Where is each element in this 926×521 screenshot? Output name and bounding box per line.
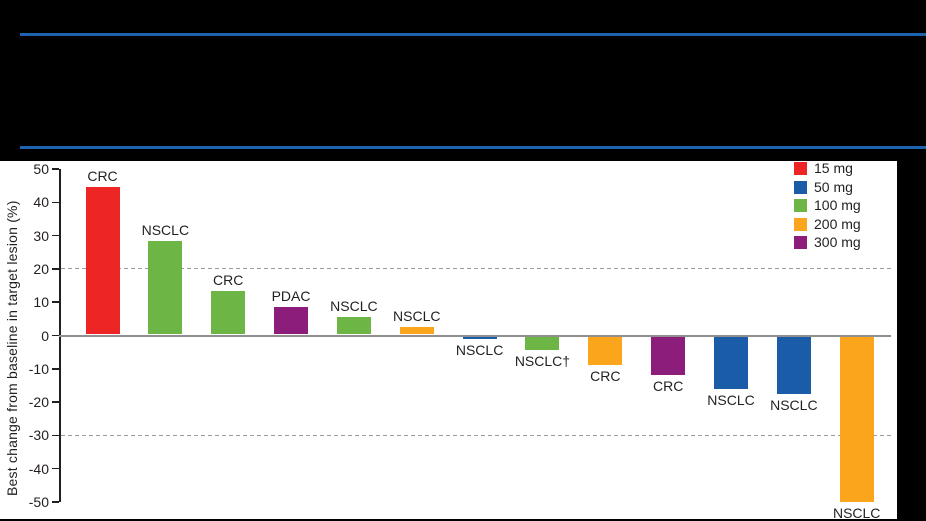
bar-label: NSCLC: [770, 396, 818, 413]
y-tick-label: -10: [28, 360, 49, 377]
bar-label: NSCLC†: [514, 353, 571, 370]
legend-item-200mg: 200 mg: [794, 215, 861, 232]
y-tick-label: 20: [33, 260, 49, 277]
legend-swatch-icon: [794, 199, 807, 213]
legend-label: 50 mg: [814, 178, 853, 195]
legend-item-50mg: 50 mg: [794, 178, 861, 195]
bar-12-50mg: [776, 336, 811, 394]
bar-label: NSCLC: [707, 391, 755, 408]
legend-item-100mg: 100 mg: [794, 197, 861, 214]
header-rule-bottom: [20, 146, 926, 149]
y-tick: [52, 501, 59, 503]
bar-6-200mg: [399, 327, 434, 335]
legend-swatch-icon: [794, 217, 807, 231]
bar-7-50mg: [462, 336, 497, 339]
y-tick: [52, 268, 59, 270]
bar-8-100mg: [525, 336, 560, 351]
legend-item-15mg: 15 mg: [794, 160, 861, 176]
bar-13-200mg: [839, 336, 874, 502]
bar-label: CRC: [213, 271, 244, 288]
y-tick-label: -40: [28, 460, 49, 477]
y-tick: [52, 168, 59, 170]
y-tick: [52, 368, 59, 370]
y-tick-label: 0: [41, 327, 49, 344]
y-tick-label: 10: [33, 294, 49, 311]
bar-label: NSCLC: [455, 341, 504, 358]
legend-label: 200 mg: [814, 215, 861, 232]
bar-1-15mg: [85, 187, 120, 335]
legend-item-300mg: 300 mg: [794, 234, 861, 251]
y-tick: [52, 434, 59, 437]
bar-9-200mg: [588, 336, 623, 366]
legend-label: 100 mg: [814, 197, 861, 214]
bar-label: CRC: [652, 378, 684, 395]
legend-swatch-icon: [794, 236, 807, 250]
legend-swatch-icon: [794, 162, 807, 175]
plot-area: 50 40 30 20 10 0 -10 -20 -30 -40 -50 CRC NSCLC CRC PDA…: [0, 161, 897, 521]
legend-label: 300 mg: [814, 234, 861, 251]
bar-3-100mg: [211, 290, 246, 335]
header-rule-top: [20, 33, 926, 36]
bar-5-100mg: [336, 317, 371, 335]
y-tick: [52, 234, 59, 237]
reference-line--30: [61, 434, 891, 436]
legend: 15 mg 50 mg 100 mg 200 mg 300 mg: [794, 160, 861, 255]
y-tick: [52, 334, 59, 337]
legend-label: 15 mg: [814, 160, 853, 176]
y-tick-label: 40: [33, 194, 49, 211]
y-tick-label: -50: [28, 494, 49, 510]
y-tick: [52, 201, 59, 204]
y-tick: [52, 301, 59, 303]
bar-label: CRC: [87, 168, 118, 185]
zero-baseline: [59, 334, 891, 337]
bar-label: NSCLC: [393, 308, 441, 325]
bar-2-100mg: [148, 240, 183, 335]
bar-label: NSCLC: [832, 505, 881, 521]
y-tick-label: 50: [33, 161, 49, 177]
y-tick-label: -20: [28, 394, 49, 411]
y-tick-label: -30: [28, 427, 49, 444]
reference-line-20: [61, 268, 891, 270]
bar-label: NSCLC: [141, 221, 190, 238]
bar-11-50mg: [714, 336, 748, 389]
y-tick: [52, 401, 59, 403]
bar-label: CRC: [590, 368, 621, 385]
legend-swatch-icon: [794, 180, 807, 194]
bar-4-300mg: [274, 307, 309, 335]
bar-label: PDAC: [271, 288, 311, 305]
y-tick: [52, 467, 59, 470]
bar-label: NSCLC: [330, 298, 378, 315]
y-tick-label: 30: [33, 227, 49, 244]
chart-panel: Best change from baseline in target lesi…: [0, 160, 897, 521]
bar-10-300mg: [651, 336, 686, 376]
header-redacted-band: [0, 0, 926, 161]
